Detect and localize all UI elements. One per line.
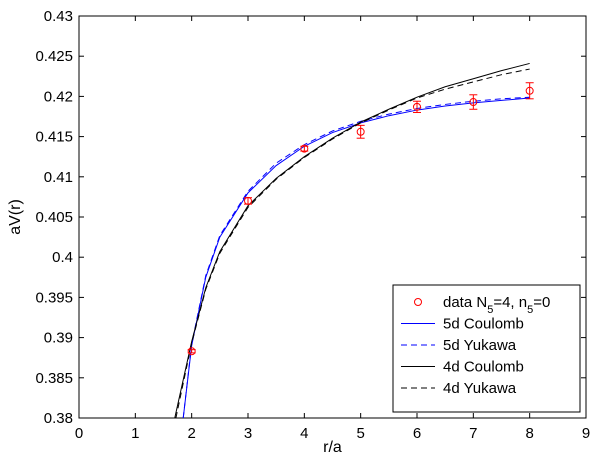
y-tick-label: 0.43 (44, 8, 73, 25)
y-tick-label: 0.425 (35, 48, 73, 65)
data-points (187, 82, 534, 356)
legend-entry-4d-yukawa: 4d Yukawa (401, 380, 517, 397)
data-marker (525, 86, 534, 95)
y-tick-label: 0.395 (35, 289, 73, 306)
data-point (187, 347, 196, 356)
x-tick-labels: 0 1 2 3 4 5 6 7 8 9 (75, 425, 590, 442)
data-point (356, 124, 365, 139)
legend-entry-data: data N5=4, n5=0 (414, 294, 550, 316)
x-tick-label: 6 (413, 425, 421, 442)
data-marker (244, 196, 252, 205)
y-tick-label: 0.385 (35, 370, 73, 387)
y-tick-label: 0.41 (44, 169, 73, 186)
y-tick-label: 0.42 (44, 88, 73, 105)
x-tick-label: 3 (244, 425, 252, 442)
data-marker (300, 144, 309, 153)
x-tick-label: 2 (187, 425, 195, 442)
legend-marker (414, 298, 422, 306)
y-axis-label: aV(r) (7, 199, 24, 235)
y-tick-label: 0.4 (52, 249, 73, 266)
data-marker (187, 347, 196, 356)
legend-entry-4d-coulomb: 4d Coulomb (401, 359, 524, 376)
y-tick-label: 0.405 (35, 209, 73, 226)
legend-label: 4d Coulomb (443, 359, 524, 376)
x-tick-label: 5 (356, 425, 364, 442)
series-line-4d-coulomb (174, 62, 530, 418)
y-tick-label: 0.39 (44, 330, 73, 347)
data-point (300, 144, 309, 153)
y-tick-labels: 0.38 0.385 0.39 0.395 0.4 0.405 0.41 0.415 0.42 0… (35, 8, 73, 427)
legend: data N5=4, n5=05d Coulomb 5d Yukawa 4d Cou… (392, 284, 581, 413)
y-tick-label: 0.38 (44, 410, 73, 427)
data-point (413, 100, 421, 113)
data-marker (469, 98, 478, 107)
tick-marks (78, 15, 587, 419)
data-point (244, 196, 252, 205)
legend-label: data N5=4, n5=0 (443, 294, 550, 316)
x-tick-label: 7 (469, 425, 477, 442)
x-tick-label: 9 (582, 425, 590, 442)
x-tick-label: 8 (525, 425, 533, 442)
legend-box (392, 284, 581, 413)
legend-entry-5d-yukawa: 5d Yukawa (401, 337, 517, 354)
legend-label: 4d Yukawa (443, 380, 517, 397)
y-tick-label: 0.415 (35, 129, 73, 146)
legend-label: 5d Yukawa (443, 337, 517, 354)
data-point (469, 94, 478, 110)
x-tick-label: 0 (75, 425, 83, 442)
series-line-4d-yukawa (175, 68, 530, 418)
series-line-5d-coulomb (182, 97, 530, 418)
plot-lines (174, 62, 530, 418)
x-axis-label: r/a (323, 439, 342, 456)
data-marker (356, 127, 365, 136)
data-point (525, 82, 534, 100)
x-tick-label: 4 (300, 425, 308, 442)
legend-label: 5d Coulomb (443, 316, 524, 333)
series-line-5d-yukawa (182, 96, 530, 418)
data-marker (413, 102, 421, 111)
x-tick-label: 1 (131, 425, 139, 442)
legend-entry-5d-coulomb: 5d Coulomb (401, 316, 524, 333)
